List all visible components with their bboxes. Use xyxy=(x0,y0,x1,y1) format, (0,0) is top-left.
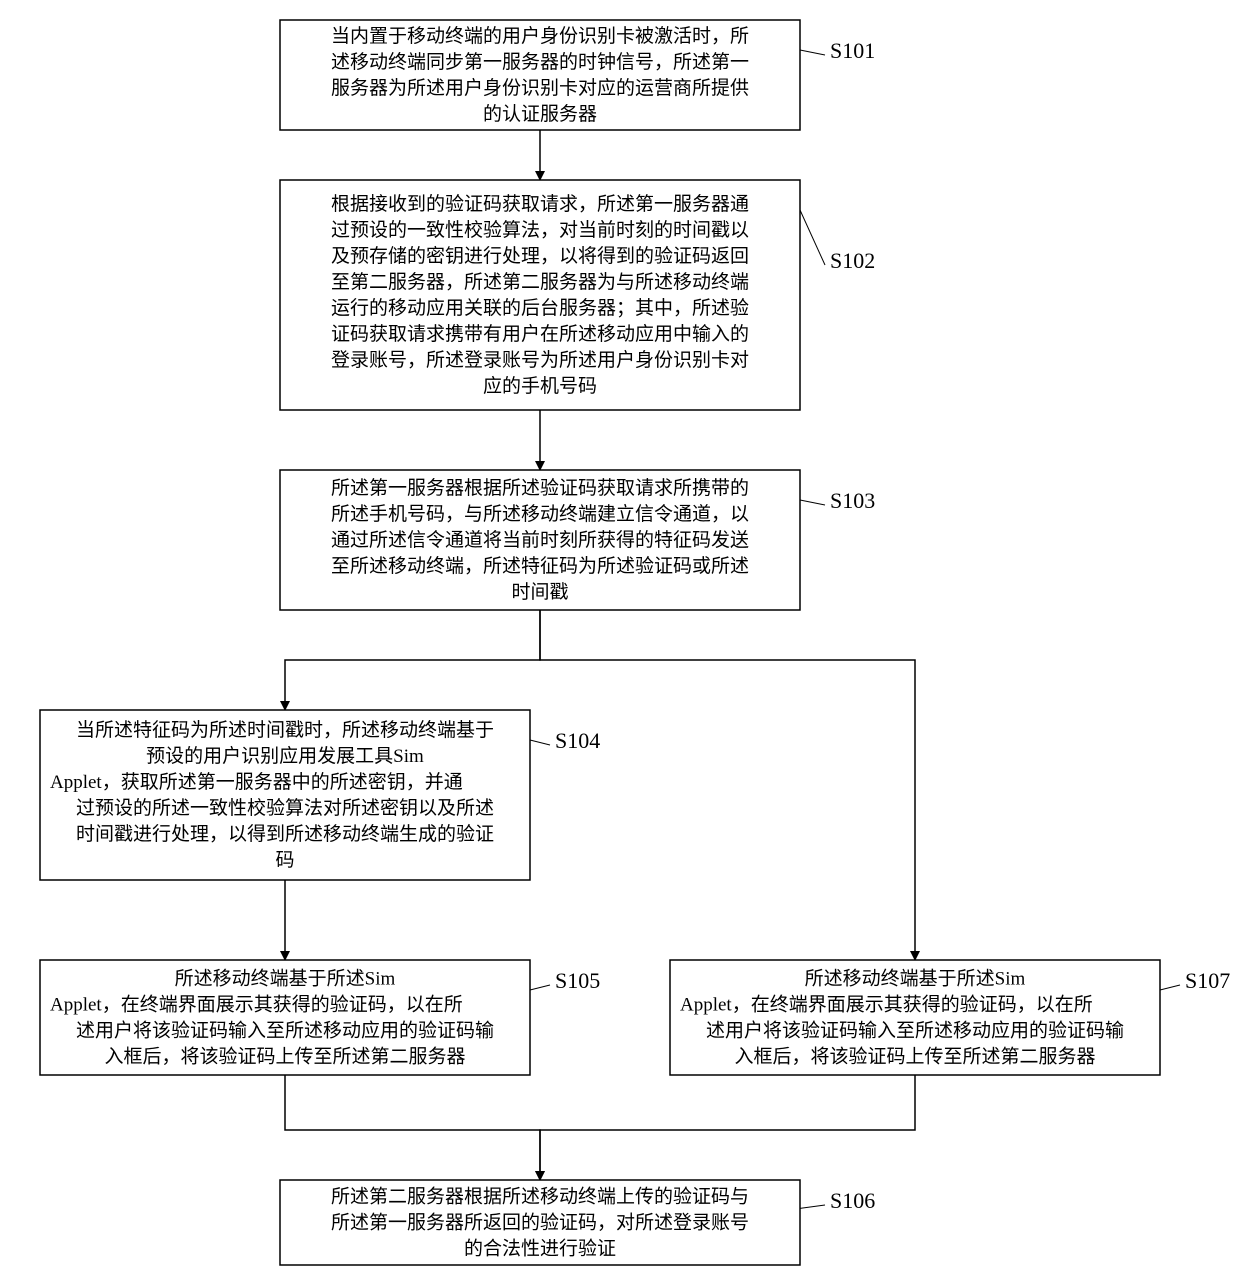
label-leader xyxy=(800,1205,825,1208)
step-text-line: 证码获取请求携带有用户在所述移动应用中输入的 xyxy=(331,323,749,345)
label-leader xyxy=(530,740,550,745)
step-label: S104 xyxy=(555,728,600,753)
step-label: S101 xyxy=(830,38,875,63)
step-text-line: 服务器为所述用户身份识别卡对应的运营商所提供 xyxy=(331,77,749,99)
flow-step-s103: 所述第一服务器根据所述验证码获取请求所携带的所述手机号码，与所述移动终端建立信令… xyxy=(280,470,875,610)
step-text-line: 时间戳进行处理，以得到所述移动终端生成的验证 xyxy=(76,823,494,845)
step-text-line: 的认证服务器 xyxy=(483,103,597,125)
step-label: S105 xyxy=(555,968,600,993)
step-text-line: 所述手机号码，与所述移动终端建立信令通道，以 xyxy=(331,503,749,525)
step-text-line: 当所述特征码为所述时间戳时，所述移动终端基于 xyxy=(76,719,494,741)
step-text-line: 至所述移动终端，所述特征码为所述验证码或所述 xyxy=(331,555,749,577)
step-text-line: 码 xyxy=(275,850,294,871)
flow-step-s104: 当所述特征码为所述时间戳时，所述移动终端基于预设的用户识别应用发展工具Sim Ap… xyxy=(40,710,600,880)
step-label: S103 xyxy=(830,488,875,513)
flow-step-s101: 当内置于移动终端的用户身份识别卡被激活时，所述移动终端同步第一服务器的时钟信号，… xyxy=(280,20,875,130)
label-leader xyxy=(800,500,825,505)
label-leader xyxy=(1160,985,1180,990)
step-text-line: 述用户将该验证码输入至所述移动应用的验证码输 xyxy=(76,1020,494,1042)
step-text-line: 述移动终端同步第一服务器的时钟信号，所述第一 xyxy=(331,51,749,73)
step-text-line: Applet，获取所述第一服务器中的所述密钥，并通 xyxy=(50,771,463,793)
step-text-line: 运行的移动应用关联的后台服务器；其中，所述验 xyxy=(331,297,749,319)
flow-step-s105: 所述移动终端基于所述Sim Applet，在终端界面展示其获得的验证码，以在所述用… xyxy=(40,960,600,1075)
step-text-line: 所述第二服务器根据所述移动终端上传的验证码与 xyxy=(331,1186,749,1208)
step-text-line: 过预设的一致性校验算法，对当前时刻的时间戳以 xyxy=(331,219,749,241)
step-text-line: 至第二服务器，所述第二服务器为与所述移动终端 xyxy=(331,271,749,293)
step-text-line: 时间戳 xyxy=(511,581,568,603)
step-label: S107 xyxy=(1185,968,1230,993)
step-text-line: 的合法性进行验证 xyxy=(464,1238,616,1260)
step-text-line: 及预存储的密钥进行处理，以将得到的验证码返回 xyxy=(331,245,749,267)
step-text-line: 登录账号，所述登录账号为所述用户身份识别卡对 xyxy=(331,349,749,371)
label-leader xyxy=(530,985,550,990)
step-text-line: 所述第一服务器根据所述验证码获取请求所携带的 xyxy=(331,477,749,499)
step-text-line: 所述移动终端基于所述Sim xyxy=(805,968,1026,990)
step-text-line: 过预设的所述一致性校验算法对所述密钥以及所述 xyxy=(76,797,494,819)
flow-step-s106: 所述第二服务器根据所述移动终端上传的验证码与所述第一服务器所返回的验证码，对所述… xyxy=(280,1180,875,1265)
flow-step-s102: 根据接收到的验证码获取请求，所述第一服务器通过预设的一致性校验算法，对当前时刻的… xyxy=(280,180,875,410)
flow-step-s107: 所述移动终端基于所述Sim Applet，在终端界面展示其获得的验证码，以在所述用… xyxy=(670,960,1230,1075)
step-text-line: 预设的用户识别应用发展工具Sim xyxy=(146,745,424,767)
step-text-line: 通过所述信令通道将当前时刻所获得的特征码发送 xyxy=(331,529,749,551)
step-text-line: 入框后，将该验证码上传至所述第二服务器 xyxy=(104,1046,465,1068)
step-text-line: 所述移动终端基于所述Sim xyxy=(175,968,396,990)
label-leader xyxy=(800,50,825,55)
step-text-line: Applet，在终端界面展示其获得的验证码，以在所 xyxy=(680,994,1093,1016)
step-text-line: 根据接收到的验证码获取请求，所述第一服务器通 xyxy=(331,193,749,215)
step-label: S102 xyxy=(830,248,875,273)
flow-arrow xyxy=(540,1075,915,1180)
flow-arrow xyxy=(285,1075,540,1180)
step-text-line: 所述第一服务器所返回的验证码，对所述登录账号 xyxy=(331,1212,749,1234)
step-text-line: 应的手机号码 xyxy=(483,375,597,397)
step-text-line: 当内置于移动终端的用户身份识别卡被激活时，所 xyxy=(331,25,749,47)
flow-arrow xyxy=(285,610,540,710)
step-text-line: Applet，在终端界面展示其获得的验证码，以在所 xyxy=(50,994,463,1016)
step-text-line: 入框后，将该验证码上传至所述第二服务器 xyxy=(734,1046,1095,1068)
step-label: S106 xyxy=(830,1188,875,1213)
step-text-line: 述用户将该验证码输入至所述移动应用的验证码输 xyxy=(706,1020,1124,1042)
label-leader xyxy=(800,210,825,265)
flow-arrow xyxy=(540,610,915,960)
